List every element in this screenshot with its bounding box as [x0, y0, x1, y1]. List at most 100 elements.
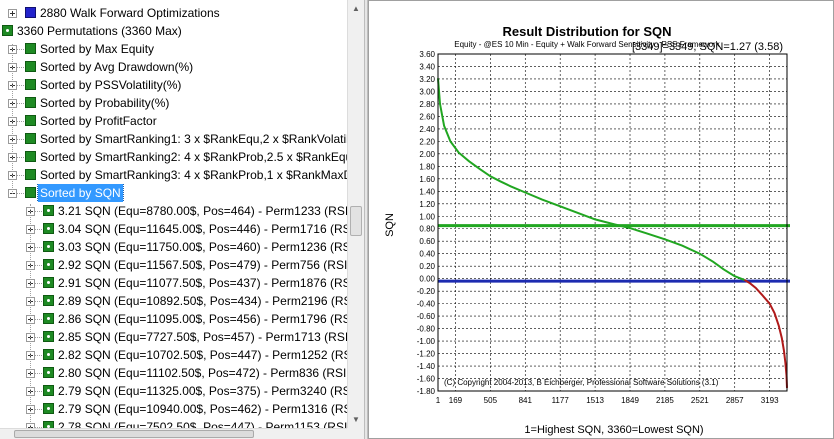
tree-connector [12, 67, 24, 68]
tree-connector [30, 427, 42, 428]
y-tick-label: 0.40 [419, 250, 435, 259]
tree-horizontal-scrollbar[interactable] [0, 428, 347, 439]
reference-lines [438, 224, 790, 283]
chart-stats-readout: [3349]=3349, SQN=1.27 (3.58) [632, 41, 783, 53]
tree-node-label[interactable]: Sorted by SmartRanking3: 4 x $RankProb,1… [40, 168, 347, 182]
x-tick-label: 505 [484, 396, 498, 405]
tree-node-label[interactable]: Sorted by ProfitFactor [40, 114, 157, 128]
green-square-icon [25, 187, 36, 198]
tree-result-item[interactable]: 2.79 SQN (Equ=10940.00$, Pos=462) - Perm… [0, 400, 347, 418]
y-tick-label: 1.40 [419, 187, 435, 196]
tree-node-item[interactable]: Sorted by SQN [0, 184, 347, 202]
tree-result-item[interactable]: 3.04 SQN (Equ=11645.00$, Pos=446) - Perm… [0, 220, 347, 238]
tree-node-item[interactable]: Sorted by Max Equity [0, 40, 347, 58]
tree-result-item[interactable]: 2.85 SQN (Equ=7727.50$, Pos=457) - Perm1… [0, 328, 347, 346]
x-tick-label: 2185 [656, 396, 674, 405]
horizontal-scroll-thumb[interactable] [14, 430, 254, 438]
y-tick-label: 3.00 [419, 87, 435, 96]
tree-node-label[interactable]: Sorted by SmartRanking1: 3 x $RankEqu,2 … [40, 132, 347, 146]
tree-node-label[interactable]: 3.03 SQN (Equ=11750.00$, Pos=460) - Perm… [58, 240, 347, 254]
tree-node-label[interactable]: Sorted by Probability(%) [40, 96, 170, 110]
tree-node-item[interactable]: Sorted by SmartRanking1: 3 x $RankEqu,2 … [0, 130, 347, 148]
tree-connector [30, 337, 42, 338]
green-node-icon [43, 331, 54, 342]
tree-connector [12, 85, 24, 86]
tree-node-label[interactable]: 3.04 SQN (Equ=11645.00$, Pos=446) - Perm… [58, 222, 347, 236]
scroll-up-arrow-icon[interactable]: ▲ [348, 0, 364, 17]
panel-splitter[interactable] [364, 0, 368, 439]
green-square-icon [25, 169, 36, 180]
vertical-scroll-thumb[interactable] [350, 206, 362, 237]
green-node-icon [43, 385, 54, 396]
y-tick-label: 1.20 [419, 200, 435, 209]
tree-node-label[interactable]: 3360 Permutations (3360 Max) [17, 24, 182, 38]
y-tick-label: 3.60 [419, 50, 435, 59]
y-tick-label: 0.20 [419, 262, 435, 271]
tree-node-label[interactable]: Sorted by SmartRanking2: 4 x $RankProb,2… [40, 150, 347, 164]
scroll-down-arrow-icon[interactable]: ▼ [348, 411, 364, 428]
tree-vertical-scrollbar[interactable]: ▲ ▼ [347, 0, 364, 428]
chart-grid [437, 53, 787, 392]
tree-connector [30, 247, 42, 248]
tree-connector [12, 103, 24, 104]
tree-result-item[interactable]: 2.82 SQN (Equ=10702.50$, Pos=447) - Perm… [0, 346, 347, 364]
tree-connector [30, 355, 42, 356]
tree-connector [30, 391, 42, 392]
tree-node-label[interactable]: Sorted by Avg Drawdown(%) [40, 60, 194, 74]
tree-node-label[interactable]: 2.80 SQN (Equ=11102.50$, Pos=472) - Perm… [58, 366, 347, 380]
tree-node-item[interactable]: Sorted by Avg Drawdown(%) [0, 58, 347, 76]
tree-node-label[interactable]: 2.91 SQN (Equ=11077.50$, Pos=437) - Perm… [58, 276, 347, 290]
tree-node-item[interactable]: Sorted by Probability(%) [0, 94, 347, 112]
tree-node-label[interactable]: 2880 Walk Forward Optimizations [40, 6, 220, 20]
tree-connector [30, 211, 42, 212]
green-square-icon [25, 115, 36, 126]
green-square-icon [25, 133, 36, 144]
tree-node-label[interactable]: 2.92 SQN (Equ=11567.50$, Pos=479) - Perm… [58, 258, 347, 272]
y-tick-label: -1.60 [417, 375, 436, 384]
tree-node-label[interactable]: 2.79 SQN (Equ=10940.00$, Pos=462) - Perm… [58, 402, 347, 416]
y-tick-label: -1.40 [417, 362, 436, 371]
tree-node-item[interactable]: 2880 Walk Forward Optimizations [0, 4, 347, 22]
y-tick-label: -0.40 [417, 300, 436, 309]
green-node-icon [43, 277, 54, 288]
tree-node-item[interactable]: Sorted by ProfitFactor [0, 112, 347, 130]
tree-result-item[interactable]: 2.80 SQN (Equ=11102.50$, Pos=472) - Perm… [0, 364, 347, 382]
x-tick-label: 2857 [726, 396, 744, 405]
tree-node-label[interactable]: Sorted by PSSVolatility(%) [40, 78, 182, 92]
tree-result-item[interactable]: 2.86 SQN (Equ=11095.00$, Pos=456) - Perm… [0, 310, 347, 328]
tree-node-label[interactable]: 2.86 SQN (Equ=11095.00$, Pos=456) - Perm… [58, 312, 347, 326]
tree-connector [30, 301, 42, 302]
tree-node-label[interactable]: 2.82 SQN (Equ=10702.50$, Pos=447) - Perm… [58, 348, 347, 362]
tree-node-item[interactable]: 3360 Permutations (3360 Max) [0, 22, 347, 40]
green-node-icon [43, 403, 54, 414]
green-square-icon [25, 61, 36, 72]
tree-node-item[interactable]: Sorted by PSSVolatility(%) [0, 76, 347, 94]
tree-result-item[interactable]: 2.89 SQN (Equ=10892.50$, Pos=434) - Perm… [0, 292, 347, 310]
tree-result-item[interactable]: 3.03 SQN (Equ=11750.00$, Pos=460) - Perm… [0, 238, 347, 256]
tree-result-item[interactable]: 2.92 SQN (Equ=11567.50$, Pos=479) - Perm… [0, 256, 347, 274]
x-axis-ticks: 1 169 505 841 1177 1513 1849 2185 2521 2857 3193 [436, 396, 779, 405]
tree-connector [12, 157, 24, 158]
tree-node-item[interactable]: Sorted by SmartRanking2: 4 x $RankProb,2… [0, 148, 347, 166]
tree-view: 2880 Walk Forward Optimizations 3360 Perm… [0, 4, 347, 439]
tree-node-label[interactable]: Sorted by Max Equity [40, 42, 155, 56]
y-tick-label: -1.00 [417, 337, 436, 346]
y-tick-label: 0.60 [419, 237, 435, 246]
tree-result-item[interactable]: 2.91 SQN (Equ=11077.50$, Pos=437) - Perm… [0, 274, 347, 292]
x-tick-label: 1849 [621, 396, 639, 405]
y-tick-label: 1.00 [419, 212, 435, 221]
tree-result-item[interactable]: 2.79 SQN (Equ=11325.00$, Pos=375) - Perm… [0, 382, 347, 400]
expand-plus-icon[interactable] [8, 9, 17, 18]
x-tick-label: 3193 [761, 396, 779, 405]
tree-node-label[interactable]: 3.21 SQN (Equ=8780.00$, Pos=464) - Perm1… [58, 204, 347, 218]
tree-connector [30, 373, 42, 374]
tree-node-label[interactable]: 2.79 SQN (Equ=11325.00$, Pos=375) - Perm… [58, 384, 347, 398]
green-square-icon [25, 151, 36, 162]
tree-result-item[interactable]: 3.21 SQN (Equ=8780.00$, Pos=464) - Perm1… [0, 202, 347, 220]
tree-connector [12, 175, 24, 176]
tree-node-label[interactable]: 2.85 SQN (Equ=7727.50$, Pos=457) - Perm1… [58, 330, 347, 344]
tree-node-item[interactable]: Sorted by SmartRanking3: 4 x $RankProb,1… [0, 166, 347, 184]
tree-node-label[interactable]: 2.89 SQN (Equ=10892.50$, Pos=434) - Perm… [58, 294, 347, 308]
tree-node-label-selected[interactable]: Sorted by SQN [37, 184, 124, 202]
y-tick-label: 3.20 [419, 75, 435, 84]
